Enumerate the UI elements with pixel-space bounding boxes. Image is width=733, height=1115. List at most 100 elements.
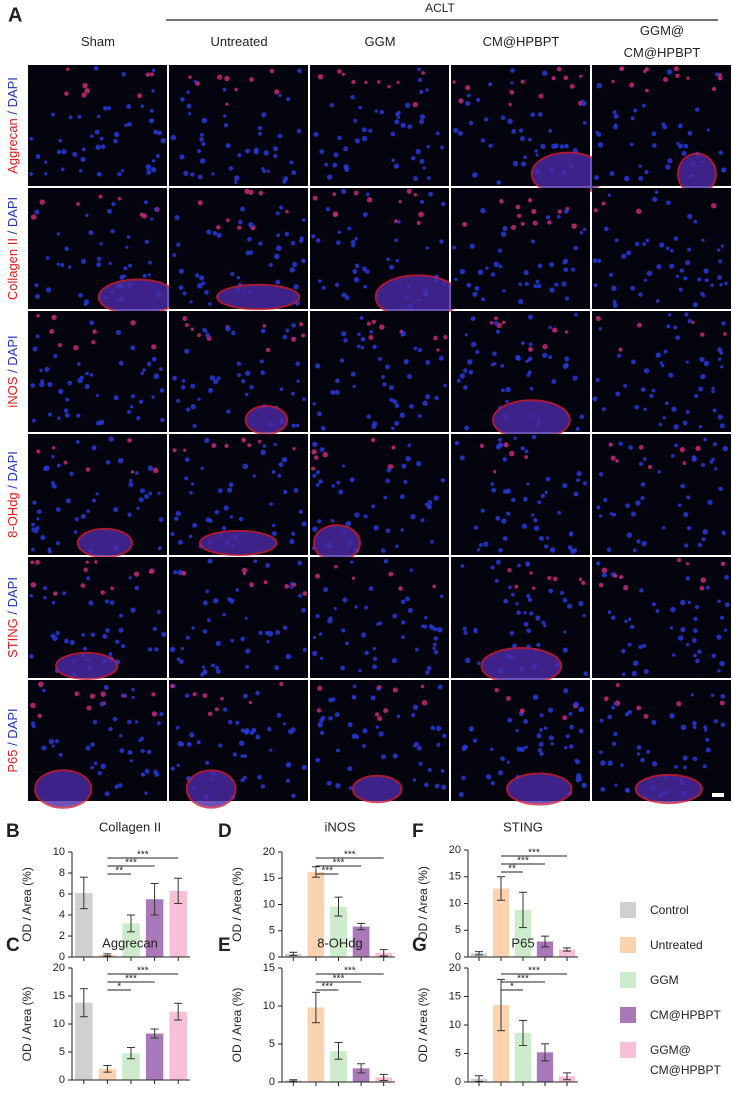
nucleus [148, 570, 153, 574]
nucleus [475, 349, 480, 355]
nucleus [418, 761, 423, 766]
nucleus [312, 473, 317, 478]
nucleus [343, 338, 348, 343]
micrograph [592, 434, 731, 555]
nucleus [502, 536, 508, 541]
nucleus [81, 633, 86, 637]
nucleus [135, 720, 139, 724]
nucleus [312, 526, 318, 532]
nucleus [516, 746, 522, 752]
nucleus [255, 734, 261, 740]
nucleus [289, 160, 294, 165]
nucleus [321, 285, 326, 290]
nucleus [317, 279, 322, 283]
nucleus [518, 128, 524, 133]
nucleus [488, 143, 493, 148]
nucleus [657, 470, 662, 474]
nucleus [159, 388, 165, 393]
nucleus [369, 330, 374, 334]
nucleus [714, 72, 720, 77]
nucleus [358, 105, 362, 110]
nucleus [721, 321, 726, 326]
nucleus [418, 119, 425, 125]
nucleus [311, 234, 316, 239]
nucleus [391, 657, 398, 664]
nucleus [177, 539, 184, 545]
nucleus [39, 381, 45, 388]
nucleus [53, 353, 58, 359]
nucleus [599, 718, 604, 723]
nucleus [668, 372, 674, 378]
nucleus [92, 719, 98, 725]
nucleus [543, 624, 547, 628]
nucleus [213, 379, 219, 385]
nucleus [36, 517, 40, 521]
nucleus [332, 162, 338, 168]
nucleus [526, 482, 530, 486]
nucleus [180, 97, 185, 102]
bar [492, 888, 510, 957]
nucleus [381, 375, 385, 379]
nucleus [226, 409, 231, 414]
nucleus [258, 241, 263, 246]
nucleus [609, 512, 614, 516]
nucleus [279, 205, 284, 210]
nucleus [686, 525, 692, 531]
nucleus [265, 347, 271, 353]
nucleus [207, 302, 212, 306]
nucleus [364, 650, 369, 656]
nucleus [51, 600, 56, 605]
nucleus [296, 379, 300, 383]
nucleus [511, 497, 516, 503]
nucleus [578, 728, 584, 734]
nucleus [518, 299, 524, 305]
nucleus [88, 230, 94, 236]
nucleus [186, 741, 192, 747]
nucleus [540, 493, 546, 499]
row-separator: / [5, 227, 20, 238]
nucleus [65, 397, 70, 402]
panel-label: B [6, 821, 20, 842]
nucleus [290, 727, 296, 733]
nucleus [160, 138, 166, 144]
nucleus [372, 664, 377, 670]
bone-region [506, 772, 573, 806]
nucleus [77, 377, 83, 384]
nucleus [669, 626, 674, 630]
legend-label: GGM@ CM@HPBPT [650, 1043, 721, 1077]
nucleus [536, 642, 541, 647]
nucleus [412, 778, 417, 782]
panel-label: F [412, 821, 424, 842]
nucleus [573, 491, 579, 497]
nucleus [295, 361, 301, 367]
nucleus [30, 547, 35, 552]
nucleus [104, 599, 109, 604]
nucleus [643, 669, 649, 675]
nucleus [245, 250, 251, 256]
nucleus [719, 615, 725, 620]
nucleus [271, 531, 277, 537]
nucleus [426, 176, 431, 180]
nucleus [95, 492, 99, 496]
nucleus [481, 297, 486, 302]
chart-title: Collagen II [99, 819, 161, 834]
nucleus [517, 213, 522, 218]
row-stain: STING [5, 618, 20, 658]
nucleus [86, 705, 92, 711]
nucleus [521, 161, 527, 167]
micrograph [28, 65, 167, 186]
nucleus [371, 504, 376, 509]
nucleus [505, 399, 509, 404]
nucleus [543, 726, 548, 730]
nucleus [703, 437, 707, 442]
nucleus [509, 630, 515, 636]
nucleus [379, 324, 385, 330]
nucleus [337, 230, 342, 234]
nucleus [420, 684, 425, 689]
nucleus [510, 81, 514, 85]
nucleus [719, 350, 724, 355]
nucleus [666, 69, 673, 75]
nucleus [301, 521, 307, 527]
nucleus [48, 412, 52, 417]
nucleus [192, 522, 198, 528]
